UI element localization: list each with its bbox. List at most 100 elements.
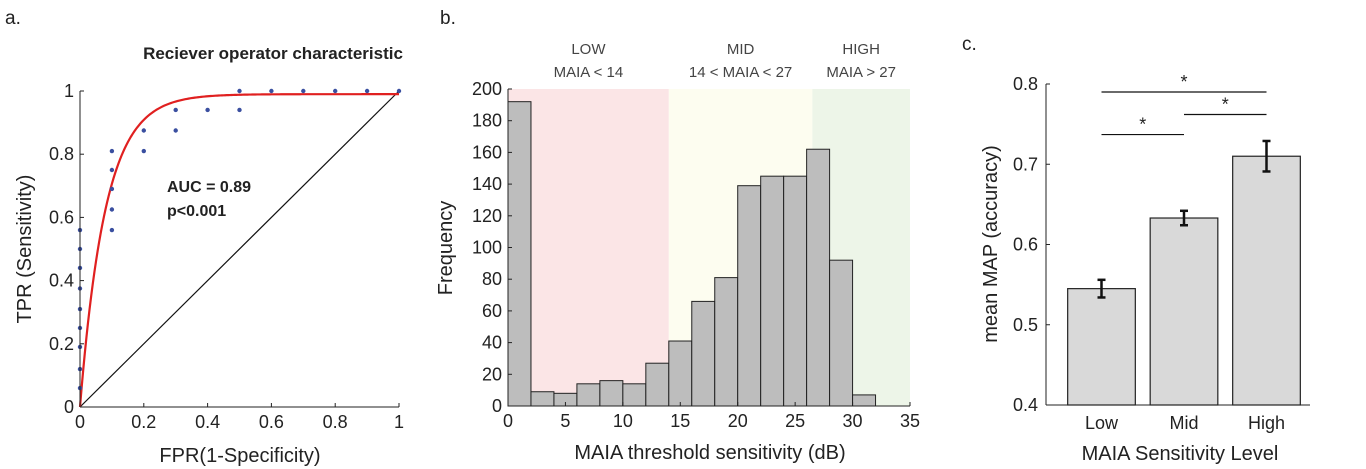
roc-point-11: [109, 186, 115, 192]
significance-star-0: *: [1180, 72, 1187, 92]
significance-star-2: *: [1222, 94, 1229, 114]
bar-category-label-mid: Mid: [1169, 413, 1198, 433]
roc-y-tick-label-4: 0.8: [49, 144, 74, 164]
roc-panel: a. Reciever operator characteristic FPR(…: [5, 8, 404, 467]
region-sublabel-low: MAIA < 14: [554, 64, 624, 81]
roc-x-tick-label-4: 0.8: [323, 412, 348, 432]
histogram-x-tick-label-3: 15: [670, 411, 690, 431]
region-label-low: LOW: [571, 41, 606, 58]
histogram-y-tick-label-1: 20: [482, 364, 502, 384]
roc-y-tick-label-5: 1: [64, 81, 74, 101]
roc-title: Reciever operator characteristic: [143, 44, 403, 63]
roc-p-annotation: p<0.001: [167, 203, 226, 220]
histogram-x-tick-label-5: 25: [785, 411, 805, 431]
bar-y-tick-label-1: 0.5: [1013, 315, 1038, 335]
histogram-bar-7: [668, 340, 693, 407]
histogram-bar-4: [599, 380, 624, 407]
roc-fit-curve: [78, 93, 399, 408]
roc-point-9: [109, 227, 115, 233]
histogram-y-axis-label: Frequency: [435, 201, 457, 296]
roc-point-18: [205, 107, 210, 113]
roc-point-19: [237, 107, 242, 113]
region-band-low: [508, 89, 669, 406]
histogram-y-tick-label-7: 140: [472, 174, 502, 194]
bar-y-tick-label-3: 0.7: [1013, 154, 1038, 174]
roc-point-12: [109, 167, 115, 173]
region-sublabel-high: MAIA > 27: [826, 64, 896, 81]
bar-y-tick-label-4: 0.8: [1013, 74, 1038, 94]
roc-auc-annotation: AUC = 0.89: [167, 179, 251, 196]
histogram-bar-3: [576, 383, 601, 407]
histogram-y-tick-label-0: 0: [492, 396, 502, 416]
histogram-bar-15: [852, 394, 877, 407]
roc-x-tick-label-1: 0.2: [131, 412, 156, 432]
histogram-panel: b. LOW MAIA < 14 MID 14 < MAIA < 27 HIGH MAIA…: [435, 8, 920, 464]
roc-point-20: [237, 88, 242, 94]
roc-x-tick-label-3: 0.6: [259, 412, 284, 432]
significance-star-1: *: [1139, 115, 1146, 135]
roc-point-24: [364, 88, 370, 94]
roc-y-tick-label-2: 0.4: [49, 271, 74, 291]
panel-label-a: a.: [5, 8, 21, 29]
histogram-x-tick-label-4: 20: [728, 411, 748, 431]
bar-y-tick-label-2: 0.6: [1013, 235, 1038, 255]
roc-x-axis-label: FPR(1-Specificity): [159, 445, 320, 467]
histogram-y-tick-label-3: 60: [482, 301, 502, 321]
roc-x-tick-label-2: 0.4: [195, 412, 220, 432]
roc-point-22: [301, 88, 306, 94]
roc-point-16: [173, 128, 178, 133]
roc-point-13: [109, 148, 115, 154]
histogram-y-tick-label-9: 180: [472, 111, 502, 131]
panel-label-c: c.: [962, 34, 977, 55]
histogram-x-tick-label-7: 35: [900, 411, 920, 431]
panel-label-b: b.: [440, 8, 456, 29]
histogram-bar-12: [783, 175, 808, 407]
bar-category-label-low: Low: [1085, 413, 1119, 433]
roc-point-21: [269, 88, 274, 94]
histogram-x-tick-label-0: 0: [503, 411, 513, 431]
roc-point-25: [396, 88, 402, 94]
roc-y-tick-label-1: 0.2: [49, 334, 74, 354]
roc-chance-diagonal: [79, 90, 400, 408]
accuracy-bar-mid: [1149, 217, 1219, 406]
roc-point-23: [333, 88, 338, 94]
histogram-y-tick-label-4: 80: [482, 269, 502, 289]
histogram-x-tick-label-2: 10: [613, 411, 633, 431]
roc-y-axis-label: TPR (Sensitivity): [14, 175, 36, 324]
histogram-y-tick-label-8: 160: [472, 142, 502, 162]
bar-y-axis-label: mean MAP (accuracy): [980, 145, 1002, 342]
region-label-mid: MID: [727, 41, 755, 58]
histogram-bar-1: [530, 391, 555, 407]
bar-category-label-high: High: [1248, 413, 1285, 433]
histogram-bar-8: [691, 300, 716, 407]
histogram-bar-14: [829, 259, 854, 407]
histogram-bar-5: [622, 383, 647, 407]
bar-panel: c. MAIA Sensitivity Level mean MAP (accu…: [962, 34, 1310, 465]
accuracy-bar-high: [1232, 155, 1301, 406]
histogram-x-tick-label-6: 30: [843, 411, 863, 431]
histogram-bar-0: [507, 101, 532, 407]
roc-point-14: [141, 148, 146, 154]
roc-y-tick-label-0: 0: [64, 397, 74, 417]
roc-point-10: [109, 207, 115, 212]
histogram-x-axis-label: MAIA threshold sensitivity (dB): [574, 442, 845, 464]
roc-point-17: [173, 107, 178, 113]
histogram-bar-11: [760, 175, 785, 407]
histogram-bar-13: [806, 148, 831, 407]
region-label-high: HIGH: [842, 41, 880, 58]
histogram-bar-6: [645, 362, 670, 407]
histogram-y-tick-label-6: 120: [472, 206, 502, 226]
histogram-y-tick-label-5: 100: [472, 238, 502, 258]
bar-y-tick-label-0: 0.4: [1013, 395, 1038, 415]
histogram-bar-9: [714, 277, 739, 407]
roc-x-tick-label-5: 1: [394, 412, 404, 432]
roc-y-tick-label-3: 0.6: [49, 207, 74, 227]
histogram-y-tick-label-2: 40: [482, 333, 502, 353]
roc-point-15: [141, 128, 146, 133]
bar-x-axis-label: MAIA Sensitivity Level: [1082, 443, 1279, 465]
roc-x-tick-label-0: 0: [75, 412, 85, 432]
histogram-y-tick-label-10: 200: [472, 79, 502, 99]
region-sublabel-mid: 14 < MAIA < 27: [689, 64, 792, 81]
histogram-bar-10: [737, 185, 762, 407]
